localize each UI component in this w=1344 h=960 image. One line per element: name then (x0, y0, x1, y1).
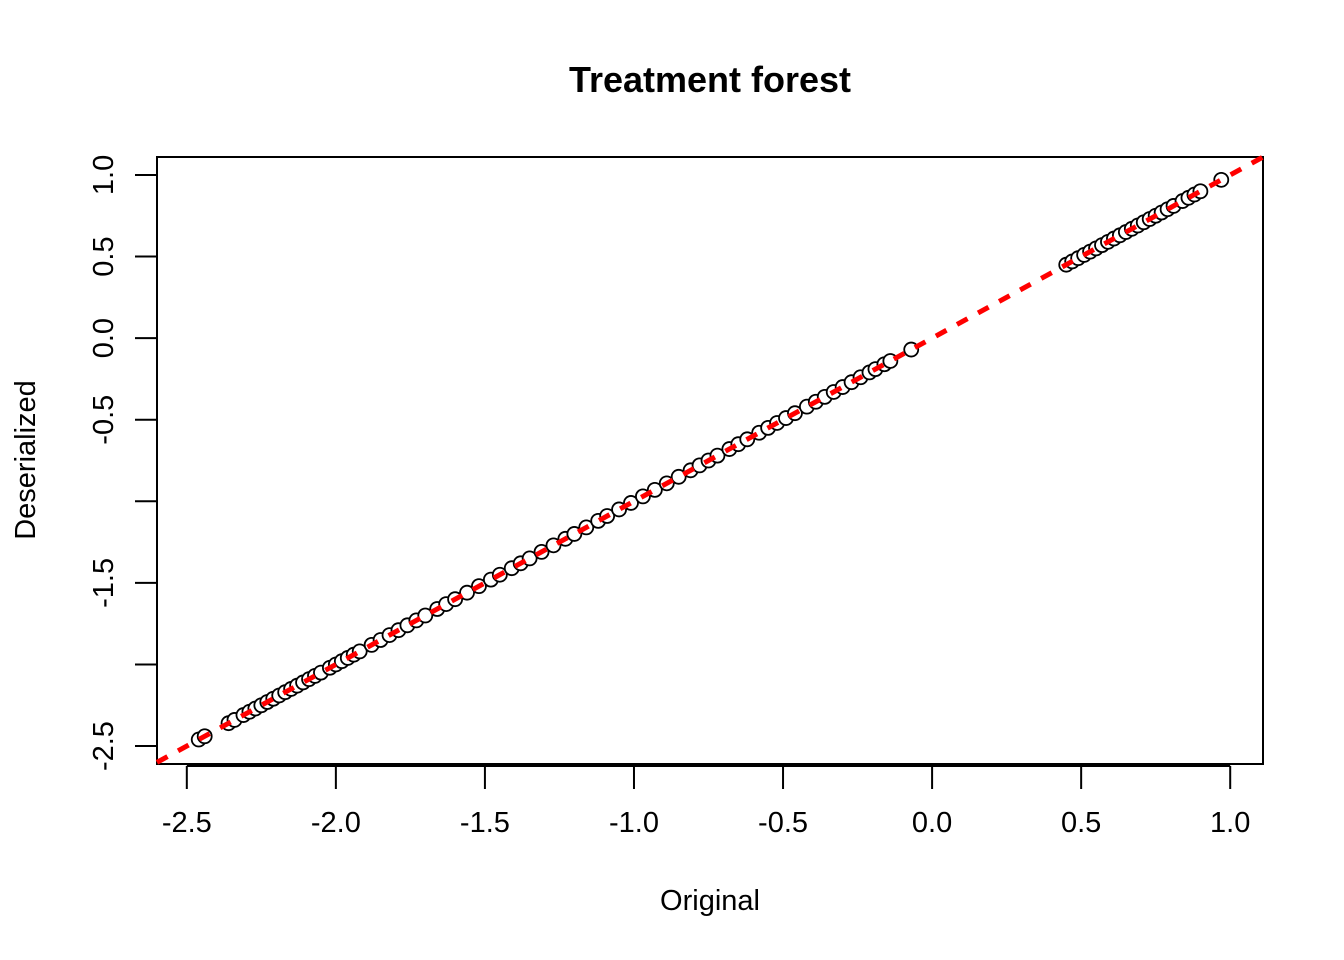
y-tick-label: -0.5 (88, 395, 120, 445)
y-tick-label: 0.0 (88, 318, 120, 358)
x-axis: -2.5 -2.0 -1.5 -1.0 -0.5 0.0 0.5 1.0 (162, 765, 1250, 839)
x-tick-label: -0.5 (758, 807, 808, 839)
y-tick-label: 0.5 (88, 236, 120, 276)
x-tick-label: -2.5 (162, 807, 212, 839)
y-axis-label: Deserialized (10, 380, 42, 540)
y-tick-label: -2.5 (88, 721, 120, 771)
y-tick-label: 1.0 (88, 155, 120, 195)
data-point (670, 468, 687, 485)
y-axis: -2.5 -1.5 -0.5 0.0 0.5 1.0 (88, 155, 158, 771)
chart-title: Treatment forest (569, 59, 851, 100)
y-tick-label: -1.5 (88, 558, 120, 608)
x-tick-label: -1.5 (460, 807, 510, 839)
identity-reference-line (155, 154, 1265, 765)
x-axis-label: Original (660, 885, 760, 917)
x-tick-label: -2.0 (311, 807, 361, 839)
x-tick-label: -1.0 (609, 807, 659, 839)
x-tick-label: 1.0 (1210, 807, 1250, 839)
data-point (417, 607, 434, 624)
x-tick-label: 0.0 (912, 807, 952, 839)
data-point (521, 550, 538, 567)
x-tick-label: 0.5 (1061, 807, 1101, 839)
data-point (459, 584, 475, 601)
